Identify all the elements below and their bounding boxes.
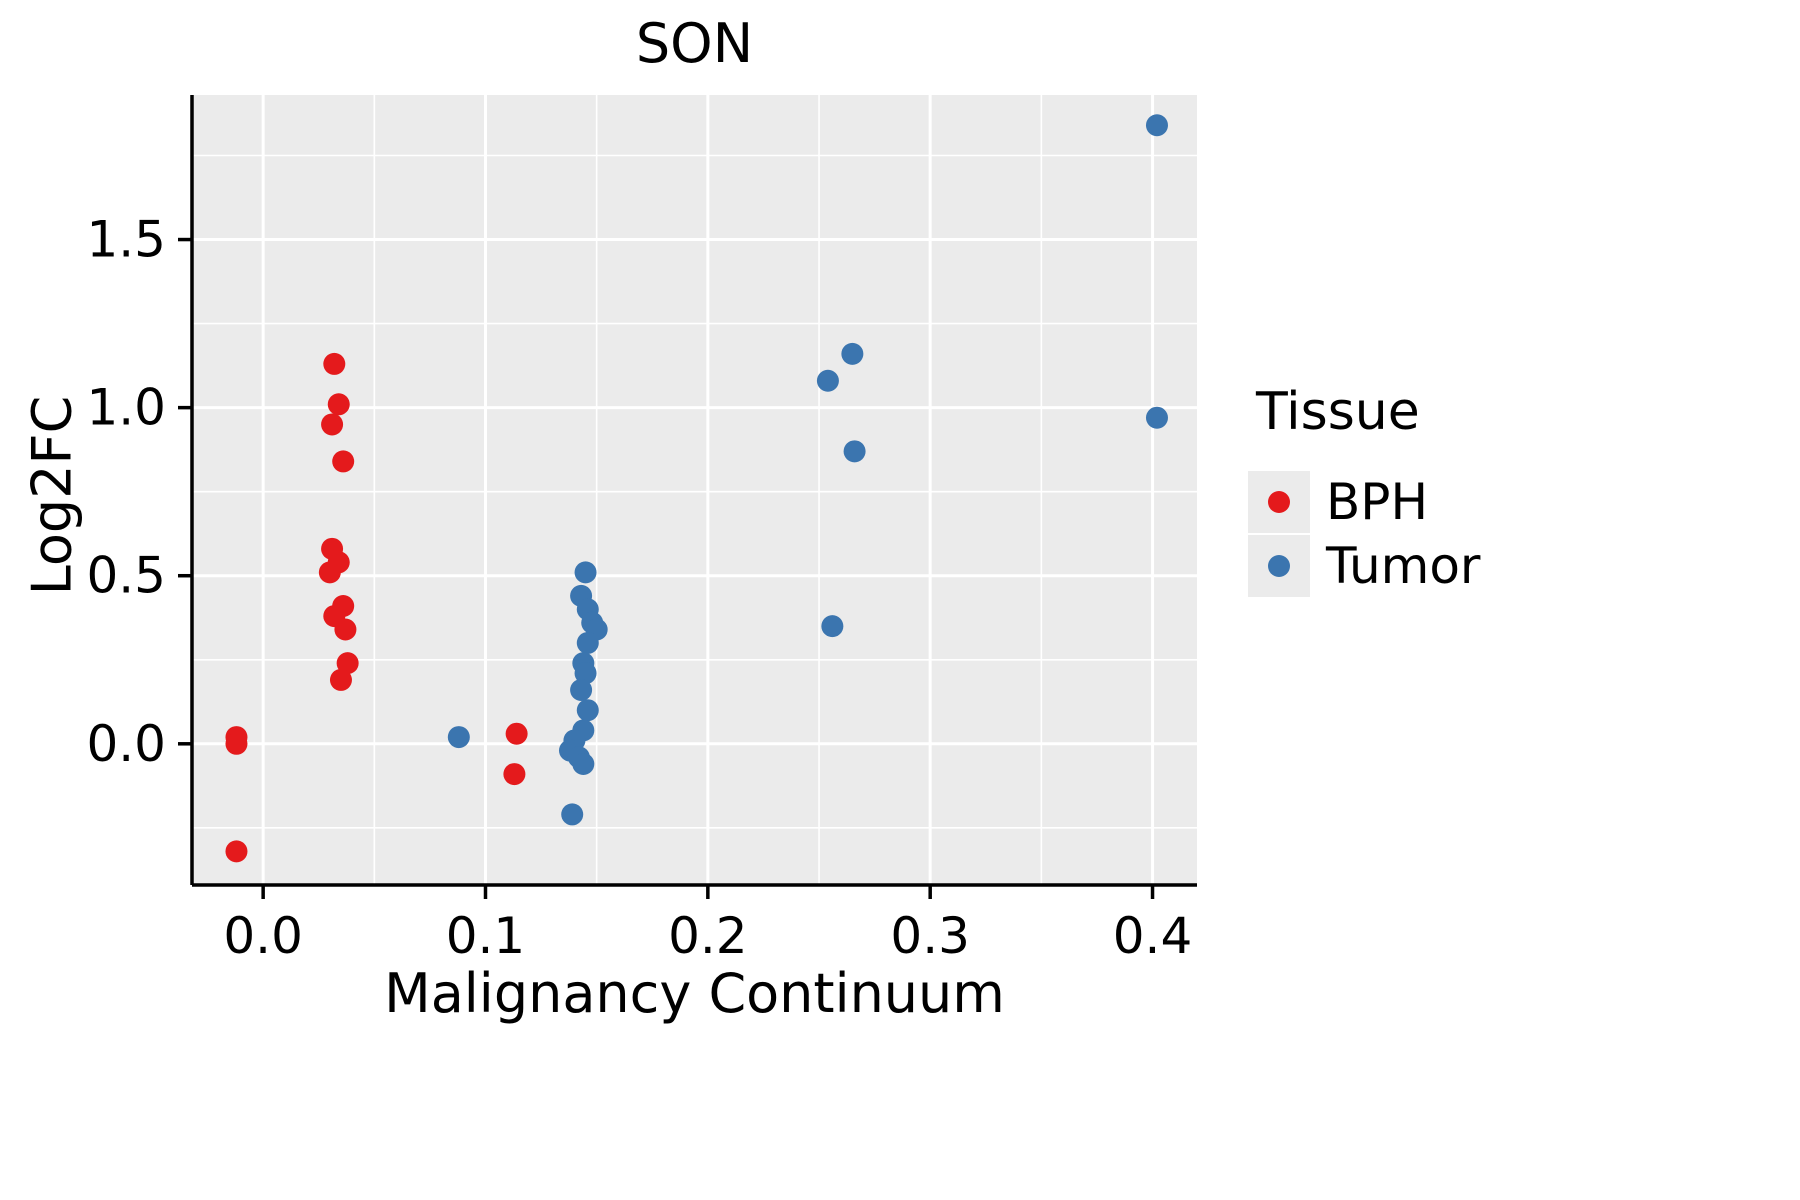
data-point-bph <box>225 732 248 755</box>
data-point-tumor <box>447 726 470 749</box>
data-point-bph <box>321 413 344 436</box>
data-point-bph <box>505 722 528 745</box>
legend-label: Tumor <box>1326 537 1481 595</box>
x-tick-label: 0.1 <box>446 907 526 965</box>
legend: Tissue BPH Tumor <box>1248 382 1481 598</box>
data-point-tumor <box>816 369 839 392</box>
x-tick-label: 0.4 <box>1113 907 1193 965</box>
data-point-bph <box>318 561 341 584</box>
data-point-bph <box>225 840 248 863</box>
data-point-tumor <box>576 631 599 654</box>
data-point-bph <box>503 763 526 786</box>
y-tick-label: 0.5 <box>86 547 166 605</box>
y-tick-label: 1.0 <box>86 379 166 437</box>
data-point-tumor <box>821 615 844 638</box>
legend-key <box>1248 471 1310 533</box>
y-tick-label: 1.5 <box>86 211 166 269</box>
x-tick-label: 0.2 <box>668 907 748 965</box>
data-point-tumor <box>843 440 866 463</box>
legend-title: Tissue <box>1256 382 1420 442</box>
data-point-tumor <box>576 699 599 722</box>
data-point-tumor <box>572 752 595 775</box>
plot-panel <box>192 95 1197 885</box>
legend-dot-icon <box>1268 555 1290 577</box>
data-point-bph <box>329 668 352 691</box>
legend-key <box>1248 535 1310 597</box>
x-tick-label: 0.0 <box>223 907 303 965</box>
legend-label: BPH <box>1326 473 1429 531</box>
data-point-bph <box>336 652 359 675</box>
y-axis-title: Log2FC <box>20 395 84 596</box>
chart-title: SON <box>635 12 754 75</box>
data-point-tumor <box>1145 406 1168 429</box>
legend-entries: BPH Tumor <box>1248 470 1481 598</box>
x-tick-label: 0.3 <box>890 907 970 965</box>
legend-entry-tumor: Tumor <box>1248 534 1481 598</box>
data-point-tumor <box>1145 114 1168 137</box>
data-point-bph <box>327 393 350 416</box>
legend-entry-bph: BPH <box>1248 470 1481 534</box>
y-tick-label: 0.0 <box>86 715 166 773</box>
data-point-tumor <box>841 342 864 365</box>
data-point-tumor <box>570 679 593 702</box>
data-point-bph <box>323 352 346 375</box>
data-point-tumor <box>574 561 597 584</box>
data-point-tumor <box>561 803 584 826</box>
data-point-tumor <box>574 662 597 685</box>
legend-dot-icon <box>1268 491 1290 513</box>
data-point-bph <box>332 450 355 473</box>
x-axis-title: Malignancy Continuum <box>384 962 1005 1025</box>
data-point-bph <box>334 618 357 641</box>
